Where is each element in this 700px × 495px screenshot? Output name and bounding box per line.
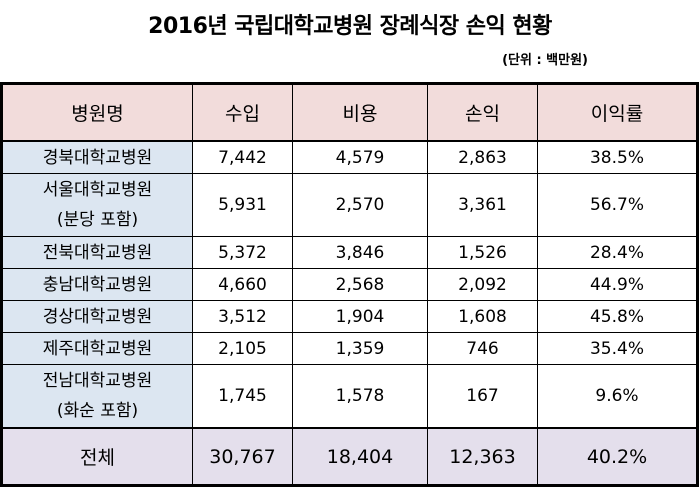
- table-row: 전북대학교병원 5,372 3,846 1,526 28.4%: [2, 236, 697, 269]
- profit-cell: 1,526: [427, 236, 538, 269]
- margin-cell: 28.4%: [537, 236, 697, 269]
- page-title: 2016년 국립대학교병원 장례식장 손익 현황: [148, 14, 552, 39]
- income-cell: 5,372: [192, 236, 293, 269]
- margin-cell: 38.5%: [537, 140, 697, 174]
- profit-cell: 167: [427, 364, 538, 429]
- hospital-name: 전북대학교병원: [2, 236, 193, 269]
- hospital-name-note: (분당 포함): [56, 210, 139, 230]
- income-cell: 7,442: [192, 140, 293, 174]
- hospital-name-line: 충남대학교병원: [42, 274, 153, 295]
- hospital-name-line: 경북대학교병원: [42, 147, 153, 168]
- cost-cell: 3,846: [292, 236, 428, 269]
- unit-note: (단위 : 백만원): [502, 53, 588, 68]
- hospital-name: 제주대학교병원: [2, 332, 193, 365]
- header-margin: 이익률: [537, 84, 697, 142]
- hospital-name-line: 경상대학교병원: [42, 306, 153, 327]
- profit-cell: 2,092: [427, 268, 538, 301]
- income-cell: 4,660: [192, 268, 293, 301]
- header-row: 병원명 수입 비용 손익 이익률: [2, 84, 697, 142]
- hospital-name-line: 서울대학교병원: [42, 180, 153, 200]
- header-hospital: 병원명: [2, 84, 193, 142]
- total-cost: 18,404: [292, 427, 428, 485]
- header-profit: 손익: [427, 84, 538, 142]
- income-cell: 3,512: [192, 300, 293, 333]
- cost-cell: 1,578: [292, 364, 428, 429]
- income-cell: 5,931: [192, 173, 293, 237]
- hospital-name-line: 제주대학교병원: [42, 338, 153, 359]
- total-income: 30,767: [192, 427, 293, 485]
- cost-cell: 2,570: [292, 173, 428, 237]
- margin-cell: 56.7%: [537, 173, 697, 237]
- hospital-name: 전남대학교병원 (화순 포함): [2, 364, 193, 429]
- margin-cell: 44.9%: [537, 268, 697, 301]
- cost-cell: 4,579: [292, 140, 428, 174]
- income-cell: 1,745: [192, 364, 293, 429]
- income-cell: 2,105: [192, 332, 293, 365]
- hospital-name-line: 전남대학교병원: [42, 371, 153, 391]
- profit-cell: 3,361: [427, 173, 538, 237]
- table-row: 전남대학교병원 (화순 포함) 1,745 1,578 167 9.6%: [2, 364, 697, 429]
- header-income: 수입: [192, 84, 293, 142]
- table-row: 경북대학교병원 7,442 4,579 2,863 38.5%: [2, 140, 697, 174]
- profit-cell: 1,608: [427, 300, 538, 333]
- total-margin: 40.2%: [537, 427, 697, 485]
- table-row: 경상대학교병원 3,512 1,904 1,608 45.8%: [2, 300, 697, 333]
- table-row: 충남대학교병원 4,660 2,568 2,092 44.9%: [2, 268, 697, 301]
- profit-table: 병원명 수입 비용 손익 이익률 경북대학교병원 7,442 4,579 2,8…: [0, 82, 699, 487]
- hospital-name: 경상대학교병원: [2, 300, 193, 333]
- margin-cell: 9.6%: [537, 364, 697, 429]
- hospital-name-note: (화순 포함): [56, 401, 139, 421]
- total-row: 전체 30,767 18,404 12,363 40.2%: [2, 427, 697, 485]
- profit-cell: 2,863: [427, 140, 538, 174]
- header-cost: 비용: [292, 84, 428, 142]
- margin-cell: 45.8%: [537, 300, 697, 333]
- table-row: 서울대학교병원 (분당 포함) 5,931 2,570 3,361 56.7%: [2, 173, 697, 237]
- cost-cell: 1,359: [292, 332, 428, 365]
- cost-cell: 1,904: [292, 300, 428, 333]
- hospital-name: 서울대학교병원 (분당 포함): [2, 173, 193, 237]
- cost-cell: 2,568: [292, 268, 428, 301]
- total-profit: 12,363: [427, 427, 538, 485]
- profit-cell: 746: [427, 332, 538, 365]
- table-row: 제주대학교병원 2,105 1,359 746 35.4%: [2, 332, 697, 365]
- margin-cell: 35.4%: [537, 332, 697, 365]
- hospital-name-line: 전북대학교병원: [42, 242, 153, 263]
- hospital-name: 충남대학교병원: [2, 268, 193, 301]
- total-label: 전체: [2, 427, 193, 485]
- hospital-name: 경북대학교병원: [2, 140, 193, 174]
